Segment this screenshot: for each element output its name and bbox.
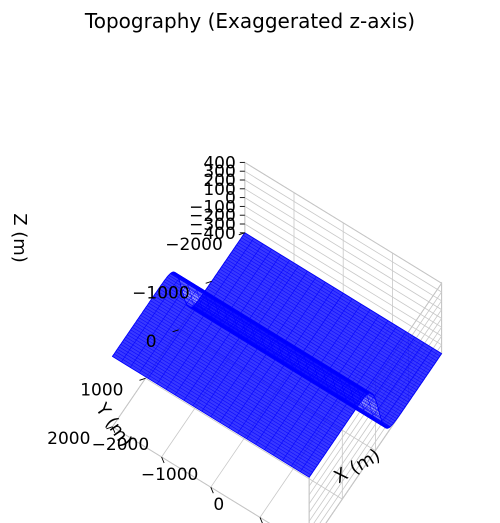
x-tick-mark <box>111 426 116 433</box>
z-tick-label: −100 <box>189 197 236 217</box>
x-tick-label: 0 <box>213 495 224 515</box>
y-tick-label: 2000 <box>47 429 90 449</box>
y-tick-label: −1000 <box>132 283 190 303</box>
y-tick-label: −2000 <box>165 235 223 255</box>
x-tick-mark <box>259 517 263 523</box>
y-tick-mark <box>172 329 179 333</box>
wall-gridline-z <box>244 214 442 337</box>
z-tick-label: 0 <box>225 189 236 209</box>
surface-fill <box>111 232 443 478</box>
axis-ticks: −2000−1000010002000−2000−1000010002000−4… <box>47 153 263 523</box>
z-tick-label: 300 <box>203 162 235 182</box>
x-tick-mark <box>210 487 214 494</box>
x-tick-mark <box>161 456 165 464</box>
wall-gridline-z <box>244 170 442 293</box>
y-tick-label: 0 <box>146 332 157 352</box>
wall-gridline-z <box>244 206 442 328</box>
wall-gridline-z <box>244 162 442 284</box>
z-tick-label: −300 <box>189 215 236 235</box>
y-tick-mark <box>139 377 146 381</box>
wall-gridline-z <box>244 179 442 302</box>
x-tick-label: −1000 <box>141 465 199 485</box>
z-tick-label: −400 <box>189 224 236 244</box>
y-tick-mark <box>106 426 113 430</box>
z-tick-label: 200 <box>203 171 235 191</box>
chart-title: Topography (Exaggerated z-axis) <box>84 9 415 33</box>
wall-gridline-z <box>244 223 442 346</box>
wall-gridline-z <box>244 188 442 310</box>
y-tick-mark <box>205 280 212 284</box>
z-tick-label: 400 <box>203 153 235 173</box>
z-axis-label: Z (m) <box>9 213 30 263</box>
x-tick-label: −2000 <box>92 435 150 455</box>
wall-gridline-z <box>244 197 442 319</box>
z-tick-label: −200 <box>189 206 236 226</box>
y-tick-label: 1000 <box>80 380 123 400</box>
surface-wireframe <box>111 232 443 478</box>
floor-gridline-y <box>112 426 270 523</box>
z-tick-label: 100 <box>203 180 235 200</box>
